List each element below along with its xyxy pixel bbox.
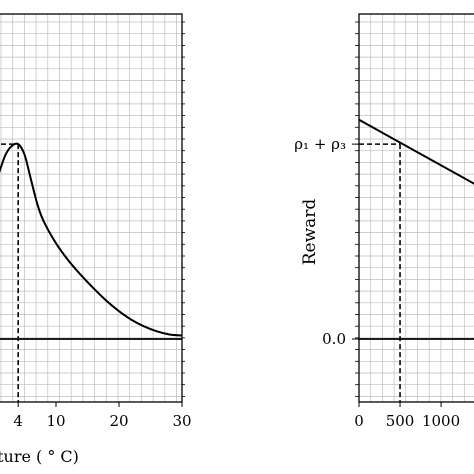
right-chart-panel: 0 500 1000 ρ₁ + ρ₃ 0.0 Reward bbox=[294, 13, 474, 430]
right-grid bbox=[358, 14, 474, 402]
right-x-tick-label: 0 bbox=[354, 412, 364, 430]
right-y-axis-label: Reward bbox=[300, 199, 320, 266]
right-plot-frame bbox=[358, 13, 474, 403]
left-series-line bbox=[0, 142, 183, 337]
left-chart-panel: 04102030ture ( ° C) bbox=[0, 13, 192, 466]
left-grid bbox=[0, 14, 182, 402]
left-x-tick-label: 10 bbox=[46, 412, 65, 430]
left-x-tick-label: 30 bbox=[172, 412, 191, 430]
right-y-tick-label: ρ₁ + ρ₃ bbox=[294, 135, 346, 153]
left-x-tick-label: 4 bbox=[13, 412, 23, 430]
left-plot-frame bbox=[0, 13, 183, 403]
right-x-tick-label: 1000 bbox=[422, 412, 460, 430]
right-y-tick-label: 0.0 bbox=[322, 330, 346, 348]
right-series-line bbox=[358, 118, 474, 185]
right-x-tick-label: 500 bbox=[386, 412, 415, 430]
left-x-axis-label: ture ( ° C) bbox=[0, 447, 79, 466]
left-x-tick-label: 20 bbox=[109, 412, 128, 430]
